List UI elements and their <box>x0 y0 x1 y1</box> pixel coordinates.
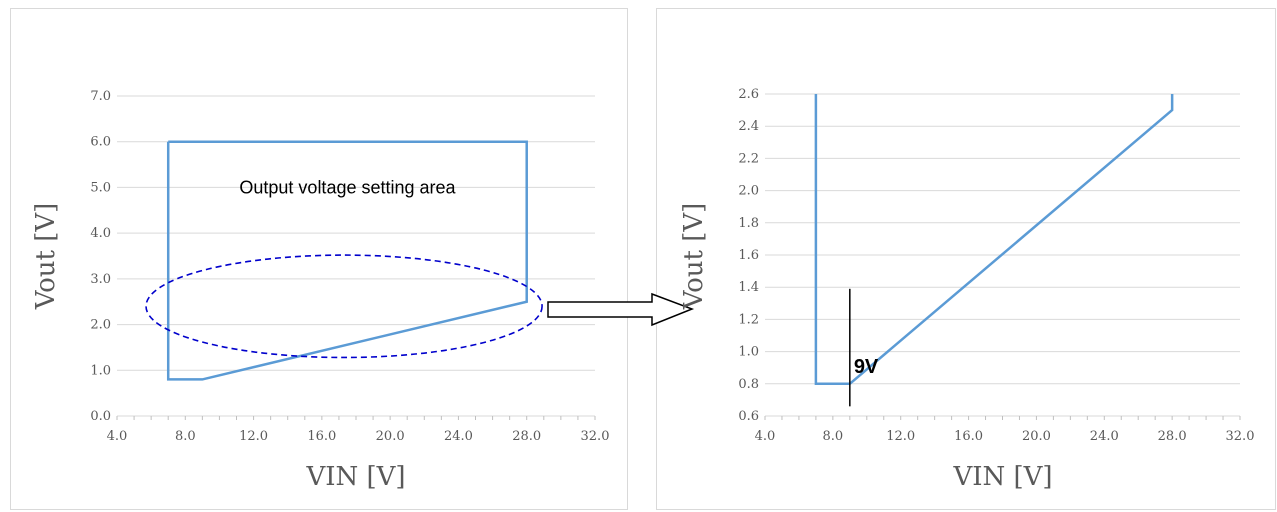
right-y-axis-title: Vout [V] <box>679 203 709 311</box>
y-tick-label: 1.0 <box>738 345 759 360</box>
highlight-ellipse <box>145 254 543 359</box>
y-tick-label: 2.6 <box>738 87 759 102</box>
x-tick-label: 32.0 <box>581 429 610 444</box>
y-tick-label: 0.0 <box>90 409 111 424</box>
y-tick-label: 1.8 <box>738 216 759 231</box>
x-tick-label: 4.0 <box>755 429 776 444</box>
left-x-axis-title: VIN [V] <box>305 462 405 492</box>
9v-marker-label: 9V <box>854 356 879 378</box>
y-tick-label: 1.0 <box>90 363 111 378</box>
y-tick-label: 2.4 <box>738 119 759 134</box>
y-tick-label: 1.4 <box>738 280 759 295</box>
vout-series-line <box>814 94 1174 386</box>
right-chart-panel <box>656 8 1276 510</box>
setting-area-annotation: Output voltage setting area <box>239 177 456 197</box>
y-tick-label: 7.0 <box>90 89 111 104</box>
left-y-axis-title: Vout [V] <box>31 203 61 311</box>
y-tick-label: 6.0 <box>90 135 111 150</box>
y-tick-label: 3.0 <box>90 272 111 287</box>
zoom-arrow-icon <box>547 292 695 327</box>
x-tick-label: 12.0 <box>886 429 915 444</box>
x-tick-label: 16.0 <box>307 429 336 444</box>
left-gridlines <box>117 95 595 417</box>
y-tick-label: 2.0 <box>90 318 111 333</box>
x-tick-label: 4.0 <box>107 429 128 444</box>
x-tick-label: 20.0 <box>1022 429 1051 444</box>
right-series <box>814 94 1174 386</box>
vout-series-line <box>166 140 528 381</box>
left-y-tick-labels: 0.0 1.0 2.0 3.0 4.0 5.0 6.0 7.0 <box>90 89 111 424</box>
y-tick-label: 1.2 <box>738 312 759 327</box>
x-tick-label: 32.0 <box>1226 429 1255 444</box>
x-tick-label: 12.0 <box>239 429 268 444</box>
x-tick-label: 16.0 <box>954 429 983 444</box>
y-tick-label: 1.6 <box>738 248 759 263</box>
x-tick-label: 28.0 <box>512 429 541 444</box>
x-tick-label: 20.0 <box>376 429 405 444</box>
left-series <box>166 140 528 381</box>
left-chart-panel <box>10 8 628 510</box>
right-x-tick-labels: 4.0 8.0 12.0 16.0 20.0 24.0 28.0 32.0 <box>755 416 1255 444</box>
y-tick-label: 4.0 <box>90 226 111 241</box>
y-tick-label: 2.0 <box>738 184 759 199</box>
right-x-axis-title: VIN [V] <box>952 462 1052 492</box>
right-y-tick-labels: 0.6 0.8 1.0 1.2 1.4 1.6 1.8 2.0 2.2 2.4 2.6 <box>738 87 759 424</box>
y-tick-label: 0.6 <box>738 409 759 424</box>
left-x-tick-labels: 4.0 8.0 12.0 16.0 20.0 24.0 28.0 32.0 <box>107 416 610 444</box>
y-tick-label: 0.8 <box>738 377 759 392</box>
x-tick-label: 8.0 <box>823 429 844 444</box>
x-tick-label: 24.0 <box>444 429 473 444</box>
y-tick-label: 5.0 <box>90 180 111 195</box>
y-tick-label: 2.2 <box>738 151 759 166</box>
x-tick-label: 24.0 <box>1090 429 1119 444</box>
x-tick-label: 8.0 <box>175 429 196 444</box>
x-tick-label: 28.0 <box>1158 429 1187 444</box>
